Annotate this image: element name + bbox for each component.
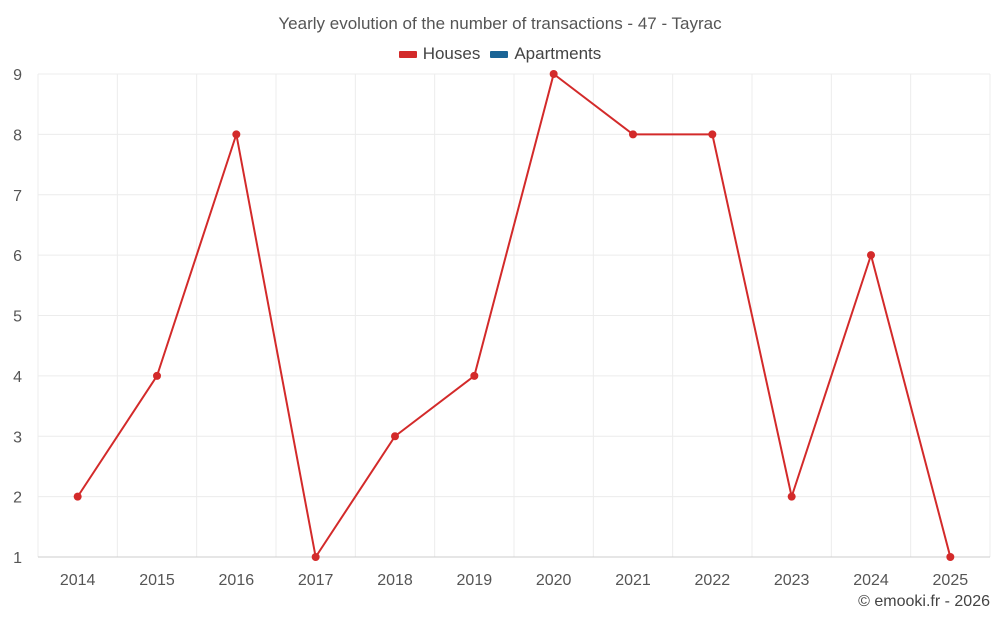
data-point-houses <box>787 492 796 501</box>
series-line-houses <box>76 73 952 558</box>
x-tick-label: 2020 <box>536 572 572 589</box>
x-tick-label: 2018 <box>377 572 413 589</box>
legend-label-houses: Houses <box>422 44 481 63</box>
x-tick-label: 2022 <box>695 572 731 589</box>
x-tick-label: 2025 <box>933 572 969 589</box>
y-tick-label: 4 <box>13 369 22 386</box>
data-point-houses <box>946 553 955 561</box>
data-point-houses <box>708 130 717 139</box>
grid <box>37 73 991 557</box>
x-tick-label: 2019 <box>457 572 493 589</box>
series <box>73 70 955 561</box>
tick-labels: 1 2 3 4 5 6 7 8 9 2014 2015 2016 2017 2018 2019 2020 202… <box>13 67 968 589</box>
data-point-houses <box>153 371 161 380</box>
x-tick-label: 2014 <box>60 572 96 589</box>
credit-text: © emooki.fr - 2026 <box>858 593 990 610</box>
x-tick-label: 2016 <box>219 572 255 589</box>
x-tick-label: 2015 <box>139 572 175 589</box>
y-tick-label: 5 <box>13 309 22 326</box>
data-point-houses <box>73 492 82 501</box>
data-point-houses <box>232 130 241 139</box>
x-tick-label: 2021 <box>615 572 651 589</box>
legend-label-apartments: Apartments <box>514 44 602 63</box>
data-point-houses <box>629 130 637 139</box>
legend-item-apartments[interactable]: Apartments <box>490 44 601 64</box>
chart-title: Yearly evolution of the number of transa… <box>278 14 722 33</box>
y-tick-label: 6 <box>13 248 22 265</box>
legend-item-houses[interactable]: Houses <box>398 44 481 64</box>
y-tick-label: 1 <box>13 550 22 567</box>
data-point-houses <box>311 553 320 561</box>
legend-swatch-apartments <box>490 50 509 58</box>
x-tick-label: 2024 <box>853 572 889 589</box>
data-point-houses <box>470 371 479 380</box>
y-tick-label: 8 <box>13 127 22 144</box>
x-tick-label: 2023 <box>774 572 810 589</box>
y-tick-label: 7 <box>13 188 22 205</box>
data-point-houses <box>867 251 875 260</box>
y-tick-label: 3 <box>13 429 22 446</box>
legend: Houses Apartments <box>0 44 1000 64</box>
x-tick-label: 2017 <box>298 572 334 589</box>
y-tick-label: 9 <box>13 67 22 84</box>
y-tick-label: 2 <box>13 490 22 507</box>
legend-swatch-houses <box>398 50 417 58</box>
data-point-houses <box>391 432 399 441</box>
data-point-houses <box>549 70 558 78</box>
